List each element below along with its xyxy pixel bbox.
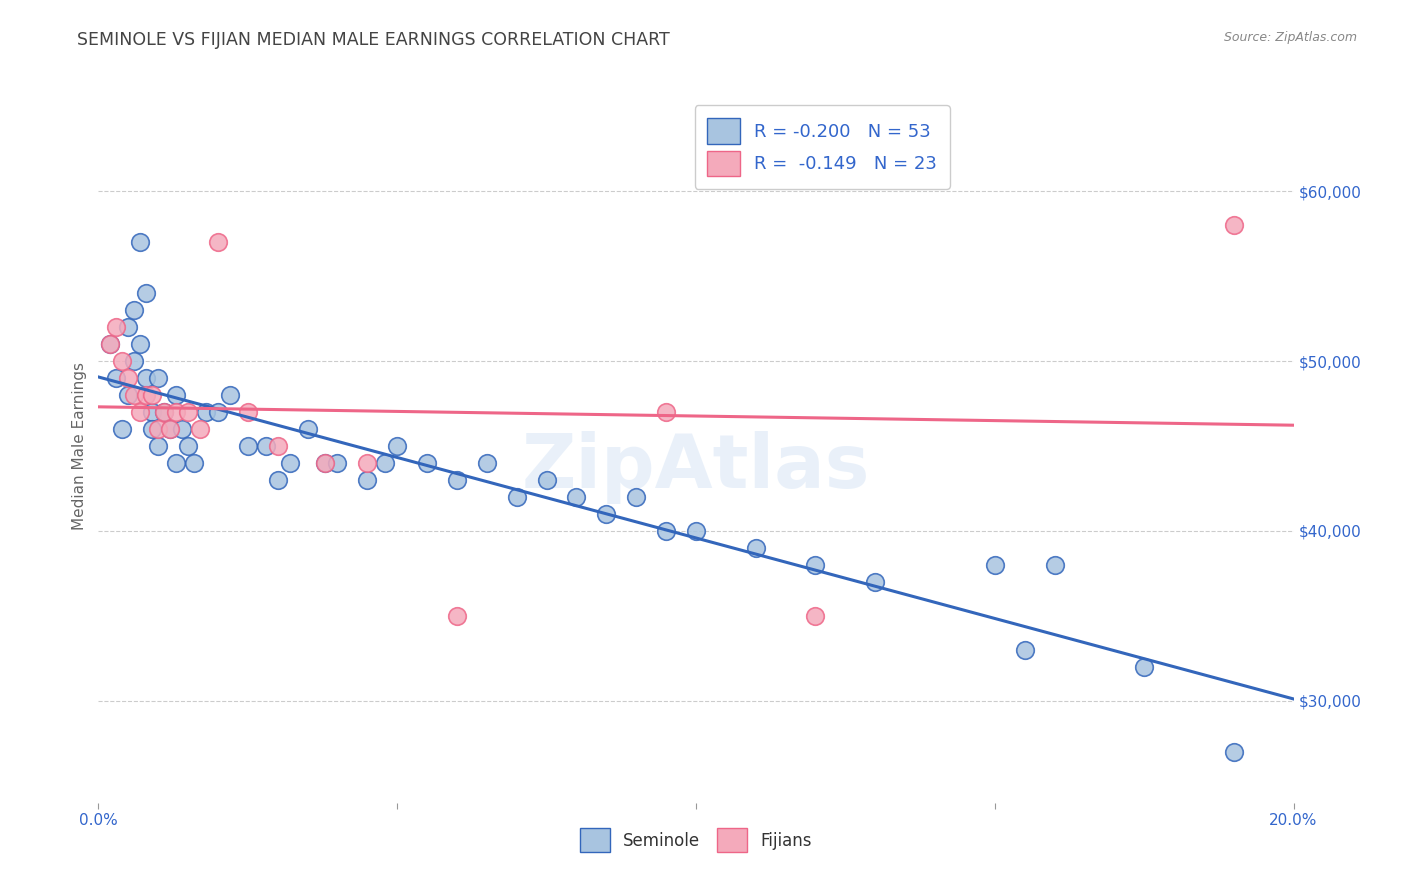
Point <box>745 541 768 555</box>
Point <box>254 439 277 453</box>
Point <box>105 371 128 385</box>
Point <box>536 473 558 487</box>
Point <box>626 490 648 504</box>
Point <box>148 439 170 453</box>
Point <box>117 388 139 402</box>
Point <box>315 456 337 470</box>
Point <box>188 422 211 436</box>
Point <box>117 371 139 385</box>
Point <box>356 456 378 470</box>
Point <box>267 473 290 487</box>
Point <box>374 456 396 470</box>
Legend: Seminole, Fijians: Seminole, Fijians <box>574 822 818 859</box>
Point <box>865 574 887 589</box>
Point <box>148 422 170 436</box>
Point <box>195 405 218 419</box>
Point <box>207 235 229 249</box>
Point <box>207 405 229 419</box>
Point <box>159 422 181 436</box>
Point <box>98 337 122 351</box>
Point <box>135 286 157 301</box>
Text: ZipAtlas: ZipAtlas <box>522 431 870 504</box>
Point <box>267 439 290 453</box>
Point <box>595 507 617 521</box>
Point <box>506 490 529 504</box>
Point <box>416 456 439 470</box>
Point <box>111 422 134 436</box>
Point <box>685 524 707 538</box>
Point <box>124 354 146 368</box>
Point <box>1223 218 1246 232</box>
Point <box>177 405 200 419</box>
Text: SEMINOLE VS FIJIAN MEDIAN MALE EARNINGS CORRELATION CHART: SEMINOLE VS FIJIAN MEDIAN MALE EARNINGS … <box>77 31 671 49</box>
Point <box>141 388 163 402</box>
Point <box>129 235 152 249</box>
Point <box>153 405 176 419</box>
Point <box>236 439 259 453</box>
Point <box>98 337 122 351</box>
Point <box>655 405 678 419</box>
Point <box>356 473 378 487</box>
Point <box>278 456 301 470</box>
Point <box>1133 660 1156 674</box>
Point <box>172 422 194 436</box>
Point <box>326 456 349 470</box>
Point <box>148 371 170 385</box>
Point <box>129 337 152 351</box>
Point <box>219 388 242 402</box>
Point <box>1043 558 1066 572</box>
Point <box>804 558 827 572</box>
Point <box>1014 643 1036 657</box>
Point <box>135 388 157 402</box>
Point <box>804 608 827 623</box>
Point <box>984 558 1007 572</box>
Point <box>446 608 468 623</box>
Point <box>183 456 205 470</box>
Point <box>135 371 157 385</box>
Y-axis label: Median Male Earnings: Median Male Earnings <box>72 362 87 530</box>
Point <box>124 303 146 318</box>
Point <box>165 405 187 419</box>
Point <box>165 388 187 402</box>
Point <box>177 439 200 453</box>
Point <box>297 422 319 436</box>
Point <box>446 473 468 487</box>
Point <box>1223 745 1246 759</box>
Point <box>385 439 409 453</box>
Point <box>111 354 134 368</box>
Point <box>117 320 139 334</box>
Point <box>655 524 678 538</box>
Point <box>153 405 176 419</box>
Point <box>124 388 146 402</box>
Point <box>159 422 181 436</box>
Point <box>165 456 187 470</box>
Point <box>475 456 498 470</box>
Point <box>141 422 163 436</box>
Point <box>129 405 152 419</box>
Point <box>141 405 163 419</box>
Point <box>236 405 259 419</box>
Point <box>565 490 588 504</box>
Point <box>105 320 128 334</box>
Point <box>315 456 337 470</box>
Text: Source: ZipAtlas.com: Source: ZipAtlas.com <box>1223 31 1357 45</box>
